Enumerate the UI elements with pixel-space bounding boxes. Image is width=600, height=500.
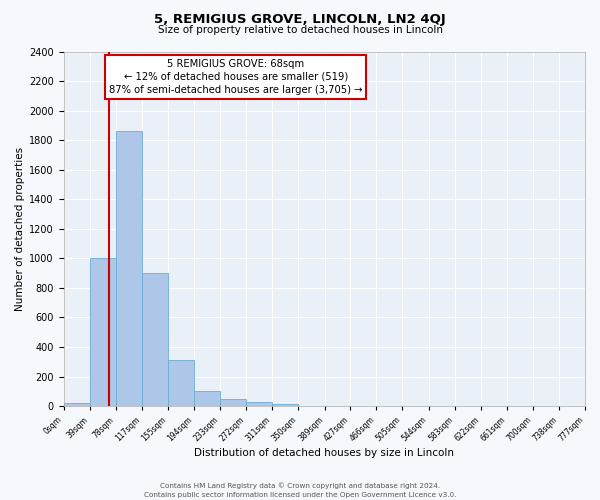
Text: Size of property relative to detached houses in Lincoln: Size of property relative to detached ho… — [157, 25, 443, 35]
Bar — [167, 360, 194, 406]
Bar — [116, 132, 142, 406]
Y-axis label: Number of detached properties: Number of detached properties — [15, 146, 25, 311]
Text: 5, REMIGIUS GROVE, LINCOLN, LN2 4QJ: 5, REMIGIUS GROVE, LINCOLN, LN2 4QJ — [154, 12, 446, 26]
Text: Contains HM Land Registry data © Crown copyright and database right 2024.: Contains HM Land Registry data © Crown c… — [160, 482, 440, 489]
Bar — [220, 398, 246, 406]
Bar — [64, 403, 90, 406]
Text: Contains public sector information licensed under the Open Government Licence v3: Contains public sector information licen… — [144, 492, 456, 498]
Bar — [272, 404, 298, 406]
Bar — [194, 392, 220, 406]
X-axis label: Distribution of detached houses by size in Lincoln: Distribution of detached houses by size … — [194, 448, 454, 458]
Bar — [246, 402, 272, 406]
Bar — [90, 258, 116, 406]
Bar — [142, 273, 167, 406]
Text: 5 REMIGIUS GROVE: 68sqm
← 12% of detached houses are smaller (519)
87% of semi-d: 5 REMIGIUS GROVE: 68sqm ← 12% of detache… — [109, 58, 362, 95]
